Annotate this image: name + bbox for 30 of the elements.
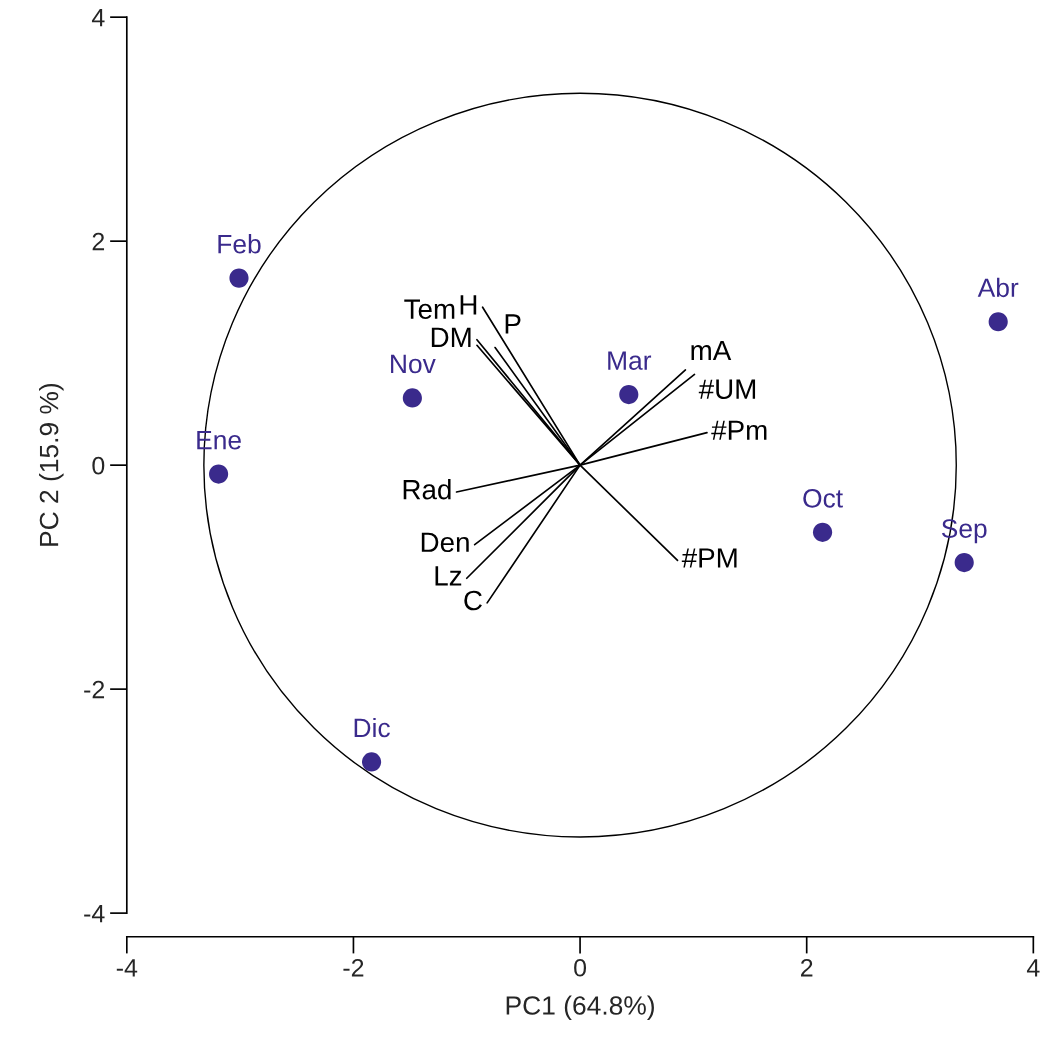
data-label: Oct	[803, 488, 843, 508]
data-label: Mar	[608, 351, 652, 370]
series-label: Den	[421, 532, 469, 553]
y-axis-title: PC 2 (15.9 %)	[39, 383, 64, 546]
series-label: DM	[431, 327, 471, 347]
y-tick-label: 4	[91, 9, 105, 27]
x-tick-label: -2	[343, 958, 364, 977]
series-label: Tem	[404, 299, 455, 319]
series-label: Lz	[435, 566, 462, 586]
y-tick-label: 0	[92, 456, 105, 475]
data-label: Abr	[977, 277, 1019, 298]
data-label: Feb	[218, 234, 261, 254]
series-label: C	[464, 590, 482, 611]
x-axis-title: PC1 (64.8%)	[506, 995, 654, 1021]
series-label: #Pm	[711, 420, 767, 440]
y-tick-label: -2	[84, 680, 105, 699]
y-tick-label: 2	[92, 232, 105, 251]
data-label: Nov	[391, 354, 436, 374]
series-label: #UM	[698, 379, 756, 399]
series-label: #PM	[681, 548, 737, 568]
x-tick-label: 4	[1026, 959, 1040, 977]
series-label: Rad	[403, 479, 451, 500]
x-tick-label: 2	[801, 958, 813, 977]
y-tick-label: -4	[84, 904, 105, 923]
series-label: mA	[691, 340, 732, 361]
series-label: P	[505, 314, 521, 334]
x-tick-label: -4	[116, 959, 138, 977]
x-tick-label: 0	[574, 958, 587, 977]
series-label: H	[460, 295, 477, 315]
data-label: Dic	[354, 717, 390, 738]
